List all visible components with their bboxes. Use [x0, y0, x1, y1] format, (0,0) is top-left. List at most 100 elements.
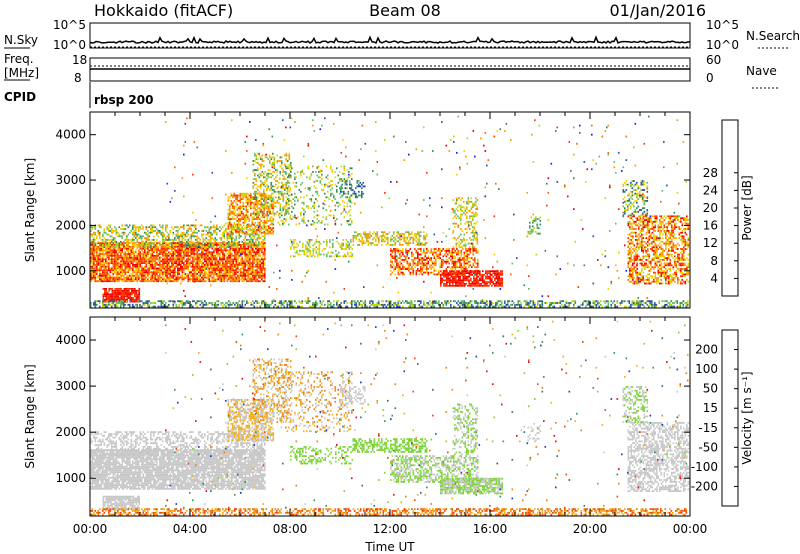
data-cell [178, 244, 181, 246]
data-cell [403, 238, 406, 241]
data-cell [246, 228, 248, 230]
data-cell [367, 242, 370, 244]
data-cell [186, 265, 188, 268]
data-cell [126, 265, 128, 268]
data-cell [414, 266, 416, 269]
data-cell [132, 258, 134, 261]
data-cell [196, 258, 199, 261]
data-cell [184, 274, 187, 277]
data-cell [153, 242, 155, 245]
data-cell [223, 224, 226, 227]
data-cell [260, 210, 262, 213]
data-cell [433, 251, 436, 254]
data-cell [159, 273, 161, 275]
data-cell [252, 205, 255, 208]
data-cell [438, 271, 440, 274]
data-cell [256, 203, 258, 206]
data-cell [442, 264, 445, 267]
data-cell [107, 293, 109, 296]
data-cell [418, 244, 421, 246]
data-cell [195, 258, 197, 261]
data-cell [391, 266, 394, 269]
data-cell [219, 246, 221, 249]
data-cell [151, 251, 154, 254]
data-cell [99, 226, 101, 229]
data-cell [323, 253, 325, 256]
data-cell [291, 218, 293, 220]
data-cell [242, 230, 245, 233]
data-cell [166, 260, 169, 263]
data-cell [117, 242, 119, 244]
data-cell [291, 205, 293, 208]
data-cell [135, 228, 137, 230]
data-cell [114, 226, 116, 229]
data-cell [121, 249, 124, 252]
data-cell [254, 230, 257, 233]
data-cell [235, 260, 238, 263]
data-cell [269, 160, 271, 162]
data-cell [306, 240, 309, 243]
data-cell [100, 265, 103, 268]
data-cell [252, 267, 254, 270]
data-cell [234, 242, 236, 245]
data-cell [308, 244, 310, 247]
data-cell [117, 267, 119, 270]
data-cell [180, 262, 182, 264]
data-cell [231, 274, 233, 277]
data-cell [156, 256, 158, 259]
data-cell [339, 178, 341, 180]
data-cell [130, 274, 133, 277]
data-cell [162, 249, 164, 252]
data-cell [424, 253, 427, 256]
data-cell [417, 244, 419, 246]
data-cell [162, 242, 164, 245]
data-cell [153, 271, 155, 274]
data-cell [367, 240, 370, 243]
data-cell [150, 224, 152, 227]
data-cell [295, 196, 298, 199]
data-cell [297, 198, 299, 200]
data-cell [122, 298, 124, 301]
data-cell [284, 163, 286, 166]
data-cell [216, 280, 218, 283]
data-cell [133, 246, 136, 249]
data-cell [96, 264, 98, 266]
data-cell [175, 276, 178, 279]
data-cell [255, 260, 257, 263]
data-cell [174, 265, 176, 268]
data-cell [290, 255, 292, 258]
data-cell [451, 253, 454, 256]
data-cell [436, 249, 439, 252]
data-cell [258, 172, 261, 175]
data-cell [233, 209, 236, 211]
data-cell [250, 201, 252, 204]
data-cell [214, 265, 217, 268]
data-cell [226, 231, 229, 234]
data-cell [99, 254, 101, 257]
data-cell [178, 264, 181, 266]
data-cell [393, 233, 395, 235]
data-cell [130, 256, 133, 259]
data-cell [165, 224, 167, 227]
data-cell [250, 267, 253, 270]
data-cell [250, 249, 253, 252]
data-cell [253, 237, 256, 239]
data-cell [100, 262, 103, 264]
data-cell [405, 248, 407, 250]
data-cell [220, 267, 223, 270]
data-cell [117, 289, 120, 292]
data-cell [238, 262, 241, 264]
data-cell [408, 233, 410, 235]
data-cell [234, 251, 236, 254]
data-cell [211, 253, 214, 255]
data-cell [430, 257, 433, 259]
data-cell [405, 255, 407, 258]
data-cell [358, 180, 360, 182]
data-cell [278, 198, 280, 200]
data-cell [340, 185, 342, 188]
data-cell [336, 253, 339, 256]
data-cell [397, 257, 400, 259]
data-cell [156, 242, 158, 244]
data-cell [198, 237, 200, 239]
data-cell [324, 223, 326, 226]
